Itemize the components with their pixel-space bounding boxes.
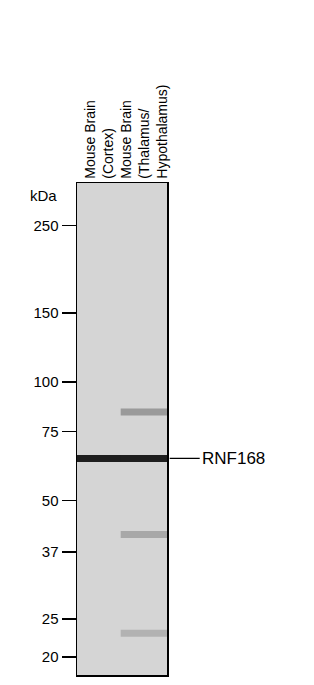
svg-text:75: 75 <box>42 423 59 440</box>
svg-text:Mouse Brain(Cortex): Mouse Brain(Cortex) <box>82 100 116 179</box>
svg-text:37: 37 <box>42 543 59 560</box>
svg-text:RNF168: RNF168 <box>202 449 265 468</box>
svg-text:50: 50 <box>42 492 59 509</box>
svg-text:25: 25 <box>42 610 59 627</box>
svg-text:100: 100 <box>33 373 58 390</box>
svg-text:kDa: kDa <box>30 187 57 204</box>
svg-text:Mouse Brain(Thalamus/Hypothala: Mouse Brain(Thalamus/Hypothalamus) <box>118 85 170 179</box>
svg-text:20: 20 <box>42 648 59 665</box>
svg-text:150: 150 <box>33 304 58 321</box>
svg-text:250: 250 <box>33 217 58 234</box>
